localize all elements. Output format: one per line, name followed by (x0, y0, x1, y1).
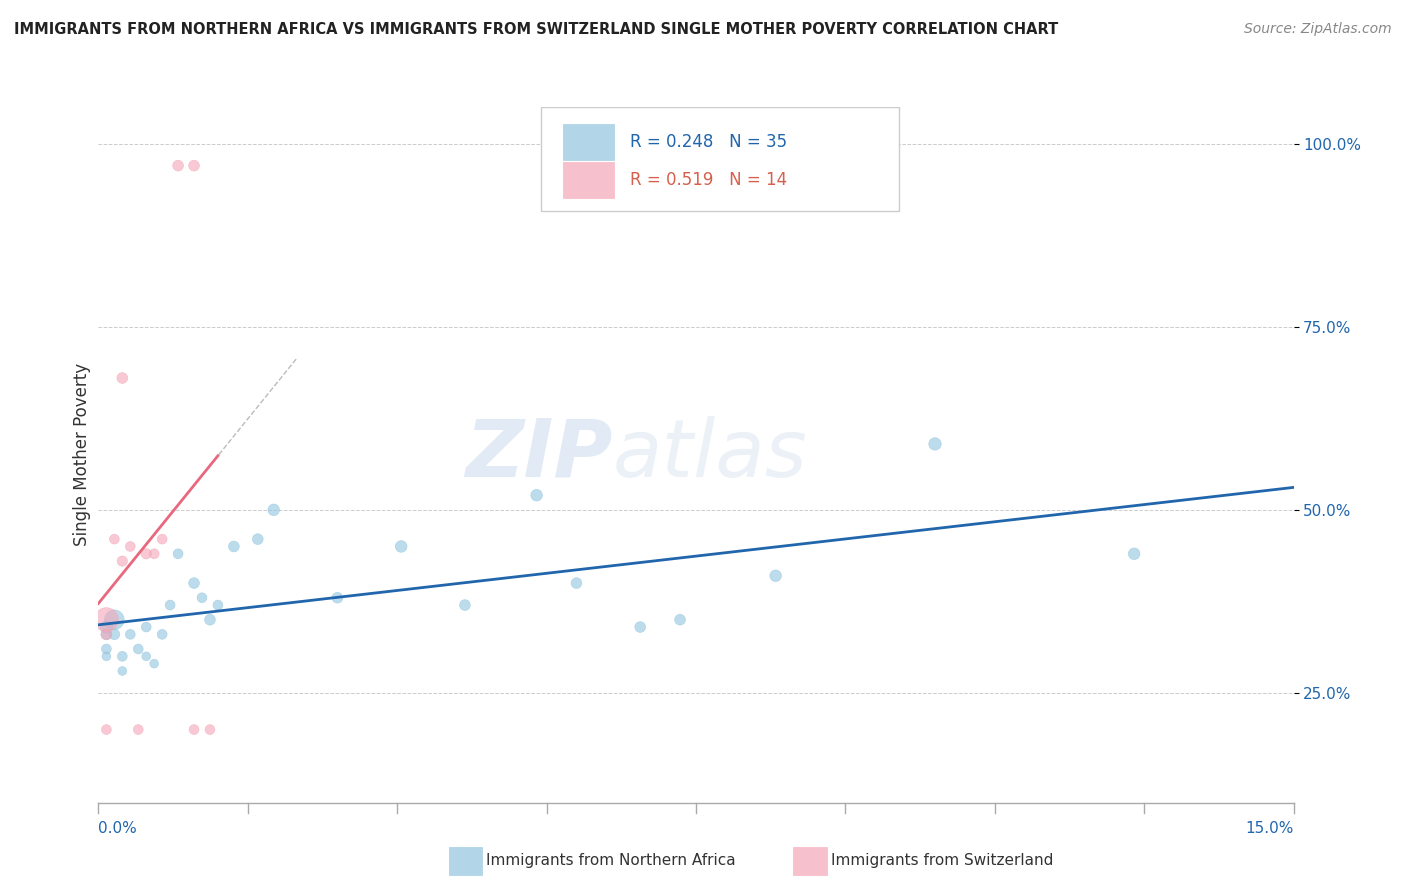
FancyBboxPatch shape (564, 124, 613, 160)
Point (135, 649, 157, 664)
Point (150, 532, 173, 546)
Point (628, 620, 651, 634)
Point (207, 598, 229, 612)
FancyBboxPatch shape (564, 162, 613, 198)
Point (198, 723, 221, 737)
Point (167, 547, 190, 561)
Point (222, 540, 245, 554)
Point (103, 532, 125, 546)
Point (96, 723, 118, 737)
Point (103, 627, 125, 641)
Point (765, 568, 787, 582)
Text: R = 0.248   N = 35: R = 0.248 N = 35 (630, 133, 787, 151)
Point (143, 657, 166, 671)
Point (191, 591, 214, 605)
Point (150, 627, 173, 641)
Point (111, 664, 134, 678)
Text: Immigrants from Northern Africa: Immigrants from Northern Africa (486, 854, 737, 868)
Point (159, 598, 181, 612)
Point (111, 371, 134, 385)
Point (111, 649, 134, 664)
Point (127, 723, 149, 737)
Point (96, 649, 118, 664)
Point (565, 576, 588, 591)
Point (669, 613, 692, 627)
Point (111, 554, 134, 568)
Text: 15.0%: 15.0% (1246, 822, 1294, 836)
Text: ZIP: ZIP (465, 416, 612, 494)
Point (120, 627, 142, 641)
Point (924, 437, 946, 451)
Point (96, 613, 118, 627)
Point (96, 627, 118, 641)
Point (183, 723, 205, 737)
Point (198, 613, 221, 627)
Text: IMMIGRANTS FROM NORTHERN AFRICA VS IMMIGRANTS FROM SWITZERLAND SINGLE MOTHER POV: IMMIGRANTS FROM NORTHERN AFRICA VS IMMIG… (14, 22, 1059, 37)
Point (103, 613, 125, 627)
Point (96, 620, 118, 634)
Y-axis label: Single Mother Poverty: Single Mother Poverty (73, 363, 91, 547)
Point (96, 642, 118, 657)
Text: 0.0%: 0.0% (98, 822, 138, 836)
Text: Source: ZipAtlas.com: Source: ZipAtlas.com (1244, 22, 1392, 37)
Text: Immigrants from Switzerland: Immigrants from Switzerland (831, 854, 1053, 868)
Point (246, 532, 269, 546)
Point (167, 159, 190, 173)
Point (326, 591, 349, 605)
FancyBboxPatch shape (540, 107, 900, 211)
Point (135, 620, 157, 634)
Point (526, 488, 548, 502)
Point (263, 503, 285, 517)
Point (120, 540, 142, 554)
Text: R = 0.519   N = 14: R = 0.519 N = 14 (630, 171, 787, 189)
Point (143, 547, 166, 561)
Point (389, 540, 412, 554)
Point (454, 598, 477, 612)
Point (135, 547, 157, 561)
Point (1123, 547, 1146, 561)
Point (127, 642, 149, 657)
Point (96, 627, 118, 641)
Point (183, 576, 205, 591)
Text: atlas: atlas (612, 416, 807, 494)
Point (183, 159, 205, 173)
